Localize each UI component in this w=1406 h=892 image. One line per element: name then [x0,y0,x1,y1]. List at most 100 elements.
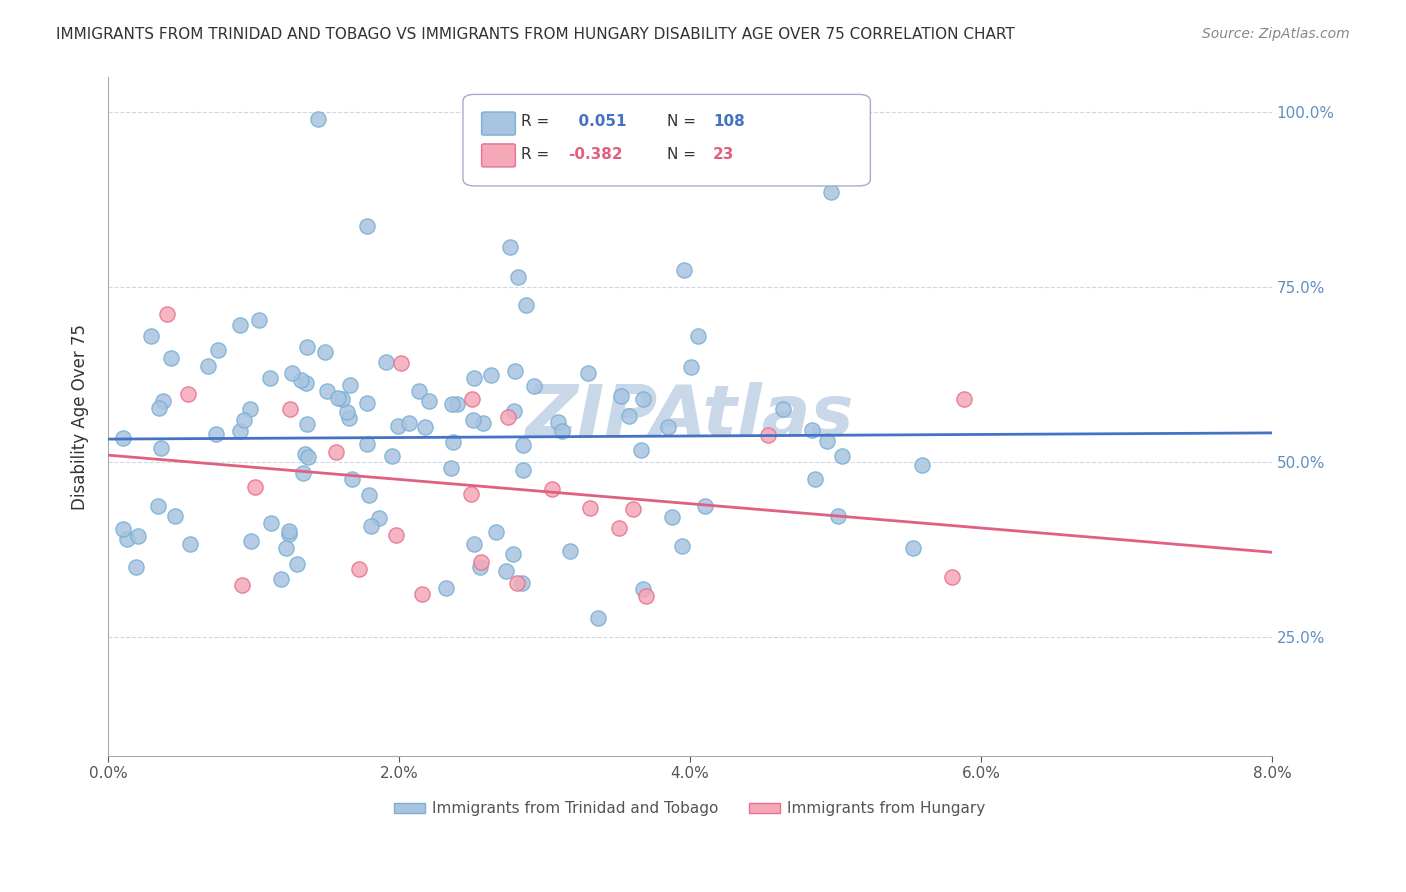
Point [617,409,640,423]
Point [952,392,974,406]
Point [295,376,318,390]
Point [911,458,934,472]
Point [356,219,378,233]
Point [505,576,527,591]
Point [460,486,482,500]
Point [260,516,283,530]
Point [330,392,353,406]
Point [506,269,529,284]
FancyBboxPatch shape [463,95,870,186]
Point [368,510,391,524]
Point [389,356,412,370]
Point [197,359,219,373]
Point [374,355,396,369]
Y-axis label: Disability Age Over 75: Disability Age Over 75 [72,324,89,509]
Point [434,582,457,596]
Point [804,472,827,486]
Point [294,447,316,461]
Point [228,318,250,332]
Point [356,396,378,410]
Point [247,313,270,327]
Text: 23: 23 [713,146,734,161]
Point [205,426,228,441]
Point [607,521,630,535]
Text: ZIPAtlas: ZIPAtlas [526,382,855,451]
Point [540,482,562,496]
Point [495,564,517,578]
Text: R =: R = [522,146,550,161]
Point [560,543,582,558]
Point [413,420,436,434]
Point [274,541,297,555]
Point [148,401,170,415]
Point [901,541,924,556]
Point [278,402,301,417]
Text: N =: N = [666,114,696,129]
Point [340,472,363,486]
Point [512,437,534,451]
Point [281,367,304,381]
Point [815,434,838,448]
Point [820,185,842,199]
Point [418,394,440,409]
Point [316,384,339,398]
Point [243,480,266,494]
Point [686,329,709,343]
Point [285,557,308,571]
Point [291,467,314,481]
Point [339,378,361,392]
Point [125,560,148,574]
Point [551,424,574,438]
Point [461,413,484,427]
Point [471,416,494,430]
Point [360,519,382,533]
Point [239,402,262,417]
Point [307,112,329,127]
Point [127,528,149,542]
Point [179,536,201,550]
Text: N =: N = [666,146,696,161]
Point [831,449,853,463]
Point [111,522,134,536]
Point [515,298,537,312]
Point [503,364,526,378]
Point [165,508,187,523]
Point [576,366,599,380]
Point [512,463,534,477]
Text: 108: 108 [713,114,745,129]
Point [408,384,430,399]
Point [259,371,281,385]
Point [177,387,200,401]
Point [461,392,484,406]
Point [470,555,492,569]
Point [325,445,347,459]
Point [347,562,370,576]
Point [941,570,963,584]
Point [398,417,420,431]
Point [115,532,138,546]
Point [314,345,336,359]
Point [336,405,359,419]
Point [523,379,546,393]
Point [579,501,602,516]
Point [150,441,173,455]
Text: -0.382: -0.382 [568,146,623,161]
Point [481,368,503,382]
Point [357,488,380,502]
Point [337,411,360,425]
Point [387,419,409,434]
Point [384,528,406,542]
Point [633,582,655,596]
Point [586,611,609,625]
Legend: Immigrants from Trinidad and Tobago, Immigrants from Hungary: Immigrants from Trinidad and Tobago, Imm… [388,796,991,822]
Point [679,359,702,374]
Point [231,578,253,592]
FancyBboxPatch shape [482,144,516,167]
Point [446,397,468,411]
FancyBboxPatch shape [482,112,516,135]
Point [411,587,433,601]
Text: 0.051: 0.051 [568,114,626,129]
Point [630,442,652,457]
Point [671,539,693,553]
Text: R =: R = [522,114,550,129]
